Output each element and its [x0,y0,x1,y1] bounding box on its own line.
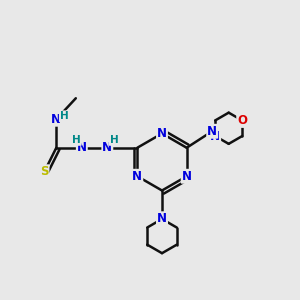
Text: N: N [51,113,61,126]
Text: S: S [40,165,49,178]
Text: N: N [102,141,112,154]
Text: N: N [207,125,217,138]
Text: H: H [72,135,81,145]
Text: N: N [157,212,167,226]
Text: N: N [157,127,167,140]
Text: N: N [182,170,192,183]
Text: N: N [77,141,87,154]
Text: N: N [132,170,142,183]
Text: H: H [60,111,68,121]
Text: H: H [110,135,118,145]
Text: N: N [157,212,167,226]
Text: N: N [210,130,220,142]
Text: O: O [237,114,247,127]
